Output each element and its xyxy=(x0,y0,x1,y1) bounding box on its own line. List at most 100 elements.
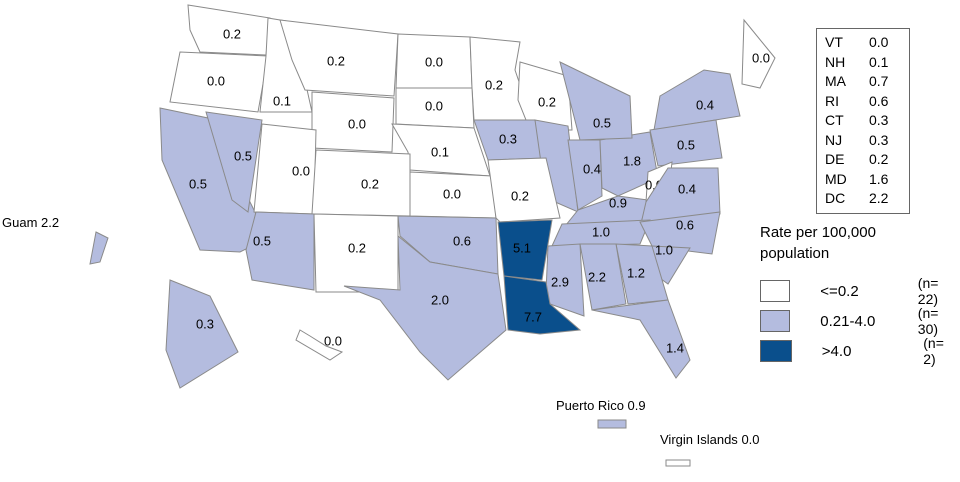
state-rate: 0.2 xyxy=(869,151,889,167)
table-row: MA 0.7 xyxy=(825,72,909,92)
state-value-label: 0.5 xyxy=(677,137,695,152)
territory xyxy=(665,459,691,467)
legend-label: <=0.2 xyxy=(820,282,859,300)
territory-label: Puerto Rico 0.9 xyxy=(556,398,646,413)
state-abbr: NH xyxy=(825,53,846,70)
state-abbr: DC xyxy=(825,190,846,206)
state-value-label: 0.1 xyxy=(273,93,291,108)
state-value-label: 0.4 xyxy=(696,97,714,112)
territory-label: Guam 2.2 xyxy=(2,215,59,230)
state-value-label: 0.2 xyxy=(223,26,241,41)
state-value-label: 0.2 xyxy=(348,240,366,255)
state xyxy=(487,157,561,223)
state-rate: 0.1 xyxy=(869,53,889,70)
table-row: CT 0.3 xyxy=(825,111,909,131)
legend-swatch xyxy=(760,310,791,332)
state-value-label: 0.2 xyxy=(361,176,379,191)
state-rate: 0.3 xyxy=(869,131,889,148)
state xyxy=(391,123,491,177)
state-value-label: 0.2 xyxy=(327,53,345,68)
state-value-label: 0.9 xyxy=(609,195,627,210)
state xyxy=(343,234,507,381)
state-abbr: MA xyxy=(825,73,846,89)
territory xyxy=(597,419,627,429)
small-states-table: VT 0.0 NH 0.1 MA 0.7 RI 0.6 CT 0.3 NJ 0.3 DE 0.2 MD 1.6… xyxy=(816,28,910,214)
legend-swatch xyxy=(760,280,791,302)
state xyxy=(165,279,239,389)
legend-swatch xyxy=(760,340,792,362)
state-abbr: NJ xyxy=(825,131,843,148)
state xyxy=(639,211,721,255)
territory-name: Puerto Rico xyxy=(556,398,624,413)
territory-value: 0.0 xyxy=(741,432,759,447)
state-value-label: 2.2 xyxy=(588,269,606,284)
territory-name: Guam xyxy=(2,215,37,230)
state xyxy=(295,329,344,361)
state-value-label: 7.7 xyxy=(524,309,542,324)
state-value-label: 0.6 xyxy=(453,233,471,248)
state-value-label: 5.1 xyxy=(513,240,531,255)
legend-title: Rate per 100,000 population xyxy=(760,224,876,262)
state xyxy=(559,61,633,141)
territory-label: Virgin Islands 0.0 xyxy=(660,432,760,447)
state-rate: 0.6 xyxy=(869,92,889,109)
state-value-label: 0.5 xyxy=(189,176,207,191)
state-value-label: 0.3 xyxy=(196,316,214,331)
state-value-label: 1.2 xyxy=(627,265,645,280)
state xyxy=(599,131,659,197)
state-value-label: 0.0 xyxy=(443,186,461,201)
legend-label: 0.21-4.0 xyxy=(820,312,876,330)
state xyxy=(205,111,263,213)
state-value-label: 0.1 xyxy=(431,144,449,159)
table-row: DC 2.2 xyxy=(825,189,909,209)
territory-value: 0.9 xyxy=(628,398,646,413)
legend-count: (n= 22) xyxy=(917,275,939,307)
state xyxy=(653,69,741,131)
state-value-label: 0.6 xyxy=(676,217,694,232)
state-value-label: 0.2 xyxy=(538,94,556,109)
state xyxy=(591,299,691,379)
state-rate: 0.3 xyxy=(869,112,889,128)
state-value-label: 2.0 xyxy=(431,292,449,307)
territory xyxy=(89,231,109,265)
state-abbr: DE xyxy=(825,151,845,167)
legend: Rate per 100,000 population <=0.2 (n= 22)… xyxy=(760,222,960,367)
state xyxy=(187,4,271,56)
state-value-label: 0.3 xyxy=(499,131,517,146)
state xyxy=(649,119,723,167)
legend-label: >4.0 xyxy=(821,342,852,360)
state-value-label: 0.0 xyxy=(425,98,443,113)
state-value-label: 1.0 xyxy=(655,242,673,257)
state-value-label: 0.0 xyxy=(207,73,225,88)
state xyxy=(245,211,315,291)
state-value-label: 1.8 xyxy=(623,153,641,168)
state-value-label: 0.0 xyxy=(348,116,366,131)
table-row: NH 0.1 xyxy=(825,53,909,73)
state-value-label: 2.9 xyxy=(551,274,569,289)
state xyxy=(497,219,553,281)
state xyxy=(579,243,627,311)
state-abbr: VT xyxy=(825,34,843,50)
table-row: MD 1.6 xyxy=(825,170,909,190)
state-rate: 2.2 xyxy=(869,190,889,206)
table-row: RI 0.6 xyxy=(825,92,909,112)
state-value-label: 0.0 xyxy=(324,333,342,348)
state-abbr: RI xyxy=(825,92,839,109)
legend-count: (n= 30) xyxy=(917,305,939,337)
state xyxy=(169,51,269,113)
state-value-label: 0.2 xyxy=(485,77,503,92)
legend-item: <=0.2 (n= 22) xyxy=(760,275,960,307)
state-value-label: 0.0 xyxy=(292,163,310,178)
table-row: NJ 0.3 xyxy=(825,131,909,151)
state xyxy=(741,18,776,89)
legend-count: (n= 2) xyxy=(923,335,944,367)
table-row: DE 0.2 xyxy=(825,150,909,170)
state-rate: 1.6 xyxy=(869,170,889,187)
state-value-label: 0.0 xyxy=(425,54,443,69)
state-value-label: 0.5 xyxy=(253,233,271,248)
state xyxy=(503,275,582,335)
territory-name: Virgin Islands xyxy=(660,432,738,447)
state-value-label: 0.0 xyxy=(752,50,770,65)
state-value-label: 1.0 xyxy=(592,224,610,239)
